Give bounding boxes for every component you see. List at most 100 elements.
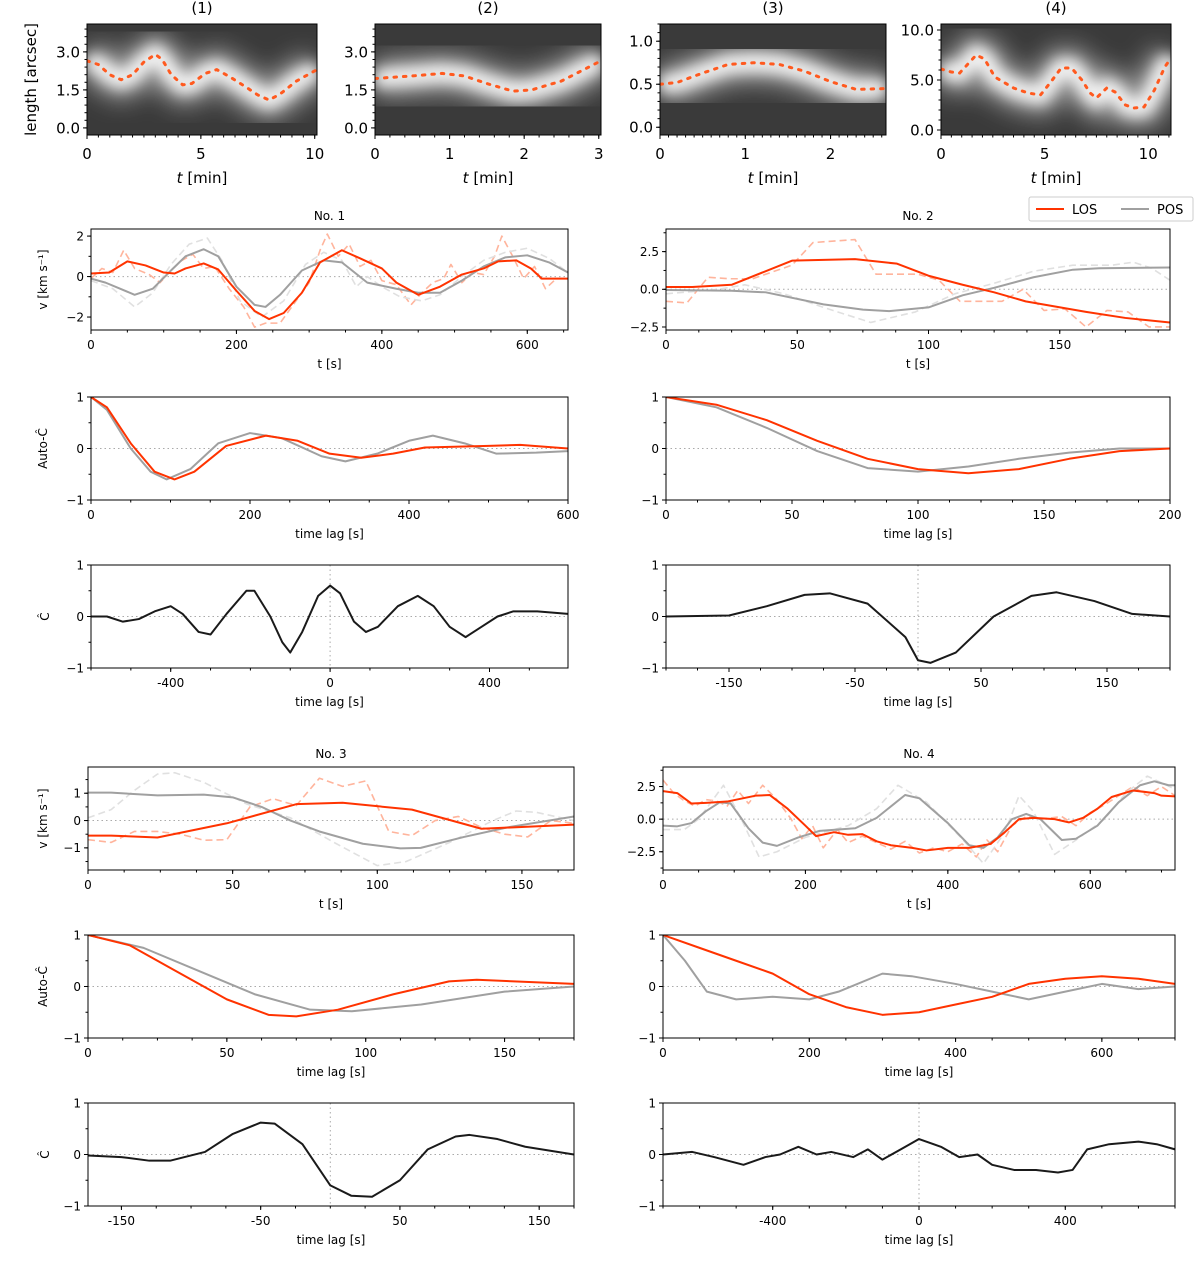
plot-area: [87, 24, 317, 135]
y-axis-label: v [km s⁻¹]: [36, 249, 50, 309]
x-tick-label: 50: [225, 878, 240, 892]
plot-area: [941, 24, 1171, 135]
panel-c2: -150 -50 50 150 −1 0 1 time lag [s]: [641, 558, 1171, 709]
y-axis-label: Auto-Ĉ: [35, 966, 50, 1007]
track-dotted-line: [375, 59, 601, 93]
x-tick-label: 200: [794, 878, 817, 892]
x-tick-label: 150: [1033, 508, 1056, 522]
panel-v3: 0 50 100 150 −1 0 1 No. 3 t [s] v [km s⁻¹]: [36, 747, 575, 911]
x-axis-label: t [s]: [906, 357, 930, 371]
x-axis-label: t [min]: [748, 169, 799, 187]
x-tick-label: 0: [915, 1214, 923, 1228]
x-axis-label-unit: [min]: [1037, 169, 1082, 187]
plot-area: [88, 771, 574, 867]
x-tick-label: 400: [936, 878, 959, 892]
x-tick-label: 0: [659, 1046, 667, 1060]
panel-c3: -150 -50 50 150 −1 0 1 time lag [s] Ĉ: [37, 1096, 575, 1247]
panel-title: No. 4: [903, 747, 934, 761]
series-los-raw: [88, 777, 574, 844]
x-tick-label: 0: [87, 338, 95, 352]
x-tick-label: 400: [478, 676, 501, 690]
legend: LOS POS: [1028, 196, 1194, 222]
x-axis-label-unit: [min]: [469, 169, 514, 187]
plot-area: [88, 1103, 574, 1206]
track-dotted-line: [660, 61, 886, 91]
x-tick-label: 0: [662, 508, 670, 522]
panel-v4: 0 200 400 600 −2.5 0.0 2.5 No. 4 t [s]: [627, 747, 1176, 911]
y-tick-label: 1: [651, 558, 659, 572]
x-tick-label: 0: [84, 1046, 92, 1060]
y-tick-label: 1: [648, 1096, 656, 1110]
x-tick-label: 50: [784, 508, 799, 522]
x-axis-label: time lag [s]: [885, 1233, 954, 1247]
x-tick-label: 150: [1096, 676, 1119, 690]
x-tick-label: 0: [82, 145, 92, 163]
x-tick-label: 3: [594, 145, 604, 163]
x-tick-label: 150: [528, 1214, 551, 1228]
x-tick-label: 100: [366, 878, 389, 892]
x-tick-label: -50: [845, 676, 865, 690]
panel-v2: 0 50 100 150 −2.5 0.0 2.5 No. 2 t [s]: [630, 209, 1171, 371]
series-pos: [91, 248, 568, 308]
panel-h4: 0 5 10 0.0 5.0 10.0 (4) t [min]: [901, 0, 1172, 187]
x-tick-label: 600: [516, 338, 539, 352]
x-tick-label: 10: [1139, 145, 1158, 163]
y-tick-label: 0: [648, 1148, 656, 1162]
x-tick-label: 600: [1090, 1046, 1113, 1060]
series-pos: [663, 780, 1175, 849]
y-axis-label: Ĉ: [37, 612, 52, 620]
y-tick-label: −1: [63, 841, 81, 855]
y-tick-label: −1: [63, 1199, 81, 1213]
series-los: [666, 258, 1170, 324]
plot-area: [91, 233, 568, 328]
x-tick-label: -50: [251, 1214, 271, 1228]
x-tick-label: -400: [759, 1214, 786, 1228]
y-tick-label: 1.0: [629, 33, 653, 51]
x-tick-label: 200: [1159, 508, 1182, 522]
x-tick-label: 100: [354, 1046, 377, 1060]
y-tick-label: 0: [73, 1148, 81, 1162]
panel-c4: -400 0 400 −1 0 1 time lag [s]: [638, 1096, 1176, 1247]
x-axis-label: t [s]: [319, 897, 343, 911]
series-pos: [663, 935, 1175, 1001]
y-tick-label: 0.0: [637, 812, 656, 826]
plot-area: [91, 565, 568, 668]
y-tick-label: 0.0: [629, 119, 653, 137]
series-los: [666, 397, 1170, 475]
x-tick-label: 600: [557, 508, 580, 522]
x-axis-label: time lag [s]: [884, 527, 953, 541]
x-tick-label: 50: [219, 1046, 234, 1060]
x-tick-label: 400: [370, 338, 393, 352]
y-tick-label: 1: [648, 928, 656, 942]
x-tick-label: 400: [1054, 1214, 1077, 1228]
panel-title: (1): [191, 0, 212, 17]
series-cross: [663, 1138, 1175, 1174]
series-los: [88, 935, 574, 1018]
y-tick-label: −1: [638, 1031, 656, 1045]
x-tick-label: 200: [239, 508, 262, 522]
x-tick-label: 0: [87, 508, 95, 522]
x-axis-label-var: t: [463, 169, 470, 187]
x-axis-label: time lag [s]: [297, 1065, 366, 1079]
x-tick-label: 600: [1079, 878, 1102, 892]
y-tick-label: 2.5: [640, 245, 659, 259]
y-tick-label: 3.0: [56, 43, 80, 61]
legend-box: [1028, 196, 1194, 222]
x-tick-label: 0: [662, 338, 670, 352]
axes-frame: [374, 23, 602, 136]
x-tick-label: 200: [225, 338, 248, 352]
series-los: [91, 397, 568, 481]
x-tick-label: 400: [944, 1046, 967, 1060]
y-axis-label: length [arcsec]: [22, 23, 40, 136]
y-tick-label: 1: [73, 1096, 81, 1110]
y-tick-label: 1.5: [56, 81, 80, 99]
x-tick-label: 0: [936, 145, 946, 163]
y-tick-label: 0.0: [640, 283, 659, 297]
plot-area: [666, 238, 1170, 328]
series-pos-raw: [663, 775, 1175, 865]
x-tick-label: 0: [655, 145, 665, 163]
